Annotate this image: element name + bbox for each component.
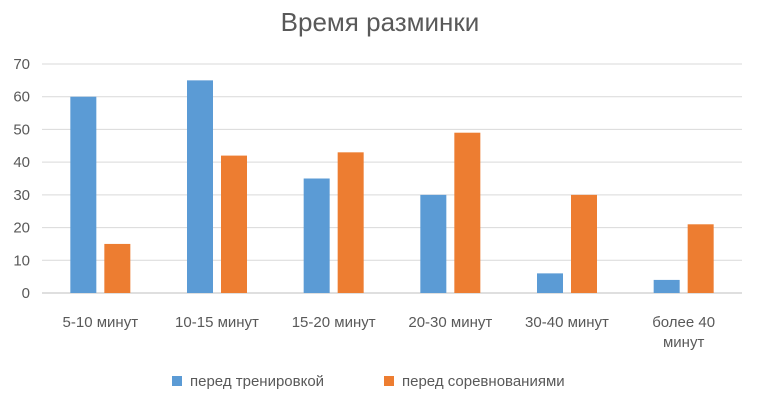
- x-tick-label-line: 20-30 минут: [408, 314, 492, 331]
- x-tick-label-line: 10-15 минут: [175, 314, 259, 331]
- y-tick-label: 50: [13, 121, 30, 138]
- legend-label-2: перед соревнованиями: [402, 373, 565, 390]
- bar-series-2-1: [104, 243, 131, 293]
- bar-series-1-1: [70, 96, 97, 293]
- bar-series-2-3: [337, 152, 364, 293]
- y-axis-ticks: 0 10 20 30 40 50 60 70: [13, 56, 30, 302]
- y-tick-label: 0: [22, 285, 30, 302]
- bar-series-1-2: [187, 80, 213, 293]
- x-tick-label: 20-30 минут: [408, 314, 492, 331]
- bar-series-1-5: [537, 273, 563, 293]
- chart-title: Время разминки: [281, 7, 480, 37]
- legend-label-1: перед тренировкой: [190, 373, 324, 390]
- legend-swatch-1: [172, 376, 182, 386]
- bar-series-1-6: [653, 279, 680, 293]
- y-tick-label: 70: [13, 56, 30, 73]
- bars: [70, 80, 714, 293]
- y-tick-label: 30: [13, 187, 30, 204]
- bar-series-1-3: [303, 178, 330, 293]
- legend: перед тренировкой перед соревнованиями: [172, 373, 565, 390]
- x-tick-label: 10-15 минут: [175, 314, 259, 331]
- bar-series-1-4: [420, 194, 447, 293]
- x-tick-label-line: 5-10 минут: [63, 314, 139, 331]
- bar-series-2-4: [454, 132, 481, 293]
- x-tick-label-line: минут: [663, 334, 704, 351]
- x-tick-label: 15-20 минут: [292, 314, 376, 331]
- x-tick-label-line: более 40: [652, 314, 715, 331]
- bar-series-2-6: [687, 224, 714, 293]
- y-tick-label: 10: [13, 252, 30, 269]
- x-axis-labels: 5-10 минут 10-15 минут 15-20 минут 20-30 ми…: [63, 314, 716, 351]
- legend-swatch-2: [384, 376, 394, 386]
- x-tick-label: более 40 минут: [652, 314, 715, 351]
- gridlines: [42, 63, 742, 294]
- x-tick-label-line: 15-20 минут: [292, 314, 376, 331]
- bar-series-2-5: [571, 194, 597, 293]
- bar-series-2-2: [221, 155, 247, 293]
- x-tick-label: 5-10 минут: [63, 314, 139, 331]
- y-tick-label: 20: [13, 220, 30, 237]
- x-tick-label: 30-40 минут: [525, 314, 609, 331]
- y-tick-label: 40: [13, 154, 30, 171]
- y-tick-label: 60: [13, 89, 30, 106]
- x-tick-label-line: 30-40 минут: [525, 314, 609, 331]
